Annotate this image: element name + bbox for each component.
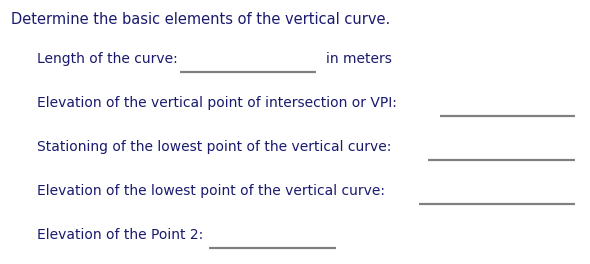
Text: Elevation of the Point 2:: Elevation of the Point 2: [37, 228, 203, 243]
Text: Elevation of the lowest point of the vertical curve:: Elevation of the lowest point of the ver… [37, 184, 385, 199]
Text: Determine the basic elements of the vertical curve.: Determine the basic elements of the vert… [11, 12, 390, 27]
Text: Elevation of the vertical point of intersection or VPI:: Elevation of the vertical point of inter… [37, 96, 396, 111]
Text: in meters: in meters [326, 52, 392, 67]
Text: Length of the curve:: Length of the curve: [37, 52, 178, 67]
Text: Stationing of the lowest point of the vertical curve:: Stationing of the lowest point of the ve… [37, 140, 391, 154]
